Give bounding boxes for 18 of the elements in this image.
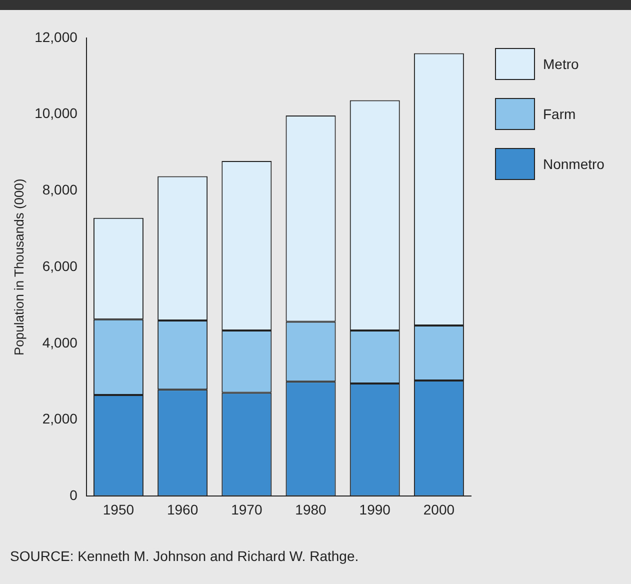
y-tick-label: 8,000 — [42, 182, 78, 198]
y-tick-label: 10,000 — [34, 105, 78, 122]
legend-label: Nonmetro — [543, 156, 604, 172]
x-tick-label: 1990 — [359, 501, 391, 518]
y-tick-label: 2,000 — [42, 410, 78, 427]
source-note: SOURCE: Kenneth M. Johnson and Richard W. Rathge. — [10, 548, 359, 564]
y-tick-label: 12,000 — [34, 28, 78, 45]
x-tick-label: 1980 — [295, 501, 327, 518]
y-tick-label: 4,000 — [42, 334, 78, 350]
y-axis-title: Population in Thousands (000) — [11, 178, 26, 356]
x-tick-label: 1950 — [102, 501, 134, 518]
x-tick-label: 2000 — [423, 501, 455, 518]
y-tick-label: 0 — [70, 487, 78, 504]
x-tick-label: 1960 — [166, 501, 198, 518]
legend-label: Farm — [543, 106, 576, 122]
x-tick-label: 1970 — [231, 501, 262, 518]
legend-label: Metro — [543, 56, 579, 72]
y-tick-label: 6,000 — [42, 258, 78, 274]
